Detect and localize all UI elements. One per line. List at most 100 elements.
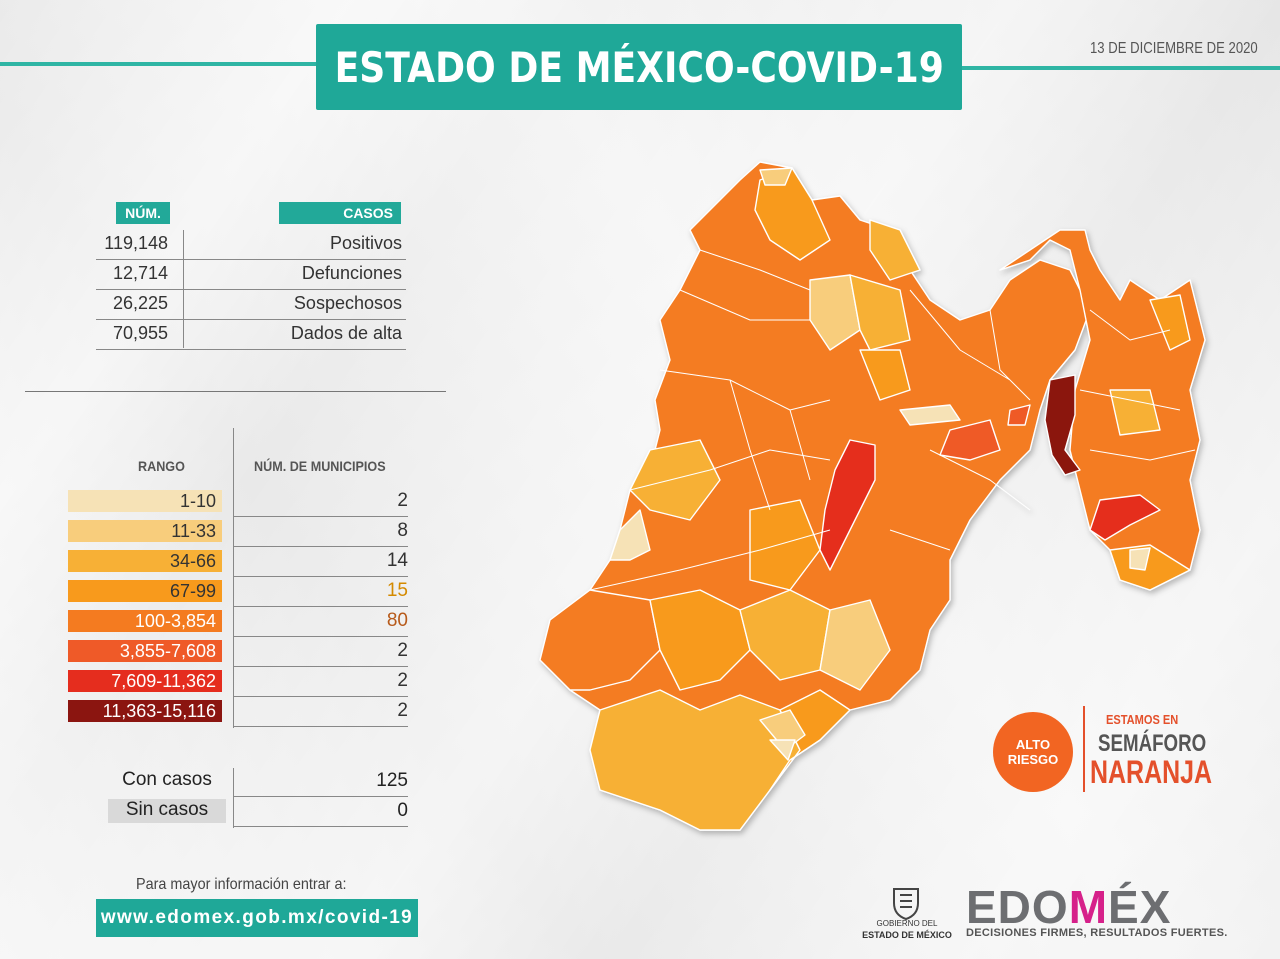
range-label: 1-10 — [179, 491, 216, 511]
edomex-logo-b: ÉX — [1108, 881, 1172, 933]
range-swatch: 7,609-11,362 — [68, 670, 222, 692]
map-region — [999, 229, 1206, 591]
semaforo-line2: SEMÁFORO — [1098, 730, 1207, 757]
stats-header-casos: CASOS — [279, 202, 401, 224]
range-row: 34-66 14 — [68, 548, 408, 578]
map-border — [589, 249, 1196, 591]
stat-label: Sospechosos — [293, 293, 402, 313]
summary-value: 0 — [397, 800, 408, 821]
summary-row: Sin casos 0 — [108, 798, 408, 828]
map-region — [819, 439, 876, 571]
edomex-logo: EDOMÉX — [966, 880, 1171, 934]
coat-of-arms-icon — [893, 888, 919, 921]
semaforo-divider — [1083, 706, 1085, 792]
row-rule — [234, 636, 408, 637]
stat-value: 26,225 — [112, 293, 168, 313]
stat-row: 26,225 Sospechosos — [96, 290, 406, 320]
summary-value: 125 — [376, 770, 408, 791]
map-region — [869, 219, 921, 281]
row-rule — [234, 546, 408, 547]
row-rule — [234, 696, 408, 697]
range-label: 7,609-11,362 — [111, 671, 216, 691]
range-swatch: 100-3,854 — [68, 610, 222, 632]
semaforo-line1: ESTAMOS EN — [1106, 712, 1179, 727]
map-region — [819, 599, 891, 691]
stat-row: 12,714 Defunciones — [96, 260, 406, 290]
section-divider — [25, 391, 446, 392]
range-swatch: 1-10 — [68, 490, 222, 512]
range-label: 34-66 — [169, 551, 216, 571]
range-swatch: 11,363-15,116 — [68, 700, 222, 722]
row-rule — [234, 666, 408, 667]
map-region — [1129, 547, 1151, 571]
range-swatch: 3,855-7,608 — [68, 640, 222, 662]
range-count: 2 — [397, 700, 408, 721]
stat-row: 119,148 Positivos — [96, 230, 406, 260]
stat-label: Dados de alta — [290, 323, 402, 343]
row-rule — [234, 826, 408, 827]
title-rule-left — [0, 62, 320, 66]
map-region — [759, 167, 793, 186]
range-label: 67-99 — [169, 581, 216, 601]
range-count: 2 — [397, 640, 408, 661]
gobierno-line2: ESTADO DE MÉXICO — [862, 930, 952, 940]
title-rule-right — [960, 66, 1280, 70]
map-region — [809, 274, 861, 351]
range-row: 11-33 8 — [68, 518, 408, 548]
map-region — [609, 509, 651, 561]
row-rule — [234, 726, 408, 727]
range-count: 2 — [397, 670, 408, 691]
range-count: 8 — [397, 520, 408, 541]
title-banner: ESTADO DE MÉXICO-COVID-19 — [316, 24, 962, 110]
edomex-logo-a: EDO — [966, 881, 1069, 933]
map-region — [754, 167, 831, 261]
range-row: 67-99 15 — [68, 578, 408, 608]
map-region — [1149, 294, 1191, 351]
alto-riesgo-label: ALTO RIESGO — [1007, 737, 1059, 767]
summary-divider — [233, 768, 234, 828]
info-text: Para mayor información entrar a: — [136, 876, 347, 893]
page-title: ESTADO DE MÉXICO-COVID-19 — [334, 42, 944, 92]
stat-value: 70,955 — [112, 323, 168, 343]
stat-label: Positivos — [329, 233, 402, 253]
summary-row: Con casos 125 — [108, 768, 408, 798]
range-count: 15 — [386, 580, 408, 601]
map-region — [589, 689, 801, 831]
map-region — [859, 349, 911, 401]
map-region — [1044, 374, 1081, 476]
range-count: 2 — [397, 490, 408, 511]
info-link[interactable]: www.edomex.gob.mx/covid-19 — [96, 899, 418, 937]
range-label: 3,855-7,608 — [119, 641, 216, 661]
range-row: 1-10 2 — [68, 488, 408, 518]
summary-label: Sin casos — [108, 799, 226, 823]
map-region — [769, 739, 796, 761]
range-swatch: 34-66 — [68, 550, 222, 572]
map-region — [939, 419, 1001, 461]
stat-value: 12,714 — [112, 263, 168, 283]
summary-label: Con casos — [122, 769, 212, 790]
gobierno-line1: GOBIERNO DEL — [876, 919, 938, 928]
range-count: 14 — [386, 550, 408, 571]
report-date: 13 DE DICIEMBRE DE 2020 — [1090, 40, 1258, 57]
map-region — [1007, 404, 1031, 426]
municipios-header: NÚM. DE MUNICIPIOS — [254, 458, 386, 474]
range-row: 100-3,854 80 — [68, 608, 408, 638]
range-count: 80 — [386, 610, 408, 631]
stat-value: 119,148 — [104, 233, 168, 253]
stat-label: Defunciones — [301, 263, 402, 283]
row-rule — [234, 516, 408, 517]
map-region — [1089, 494, 1161, 541]
range-swatch: 67-99 — [68, 580, 222, 602]
range-row: 3,855-7,608 2 — [68, 638, 408, 668]
stat-row: 70,955 Dados de alta — [96, 320, 406, 350]
range-label: 100-3,854 — [134, 611, 216, 631]
map-region — [899, 404, 961, 426]
map-region — [1109, 389, 1161, 436]
map-region — [849, 274, 911, 351]
row-rule — [234, 796, 408, 797]
alto-riesgo-badge: ALTO RIESGO — [993, 712, 1073, 792]
map-region — [749, 499, 821, 591]
range-swatch: 11-33 — [68, 520, 222, 542]
municipality-map — [539, 161, 1206, 831]
range-divider — [233, 428, 234, 728]
